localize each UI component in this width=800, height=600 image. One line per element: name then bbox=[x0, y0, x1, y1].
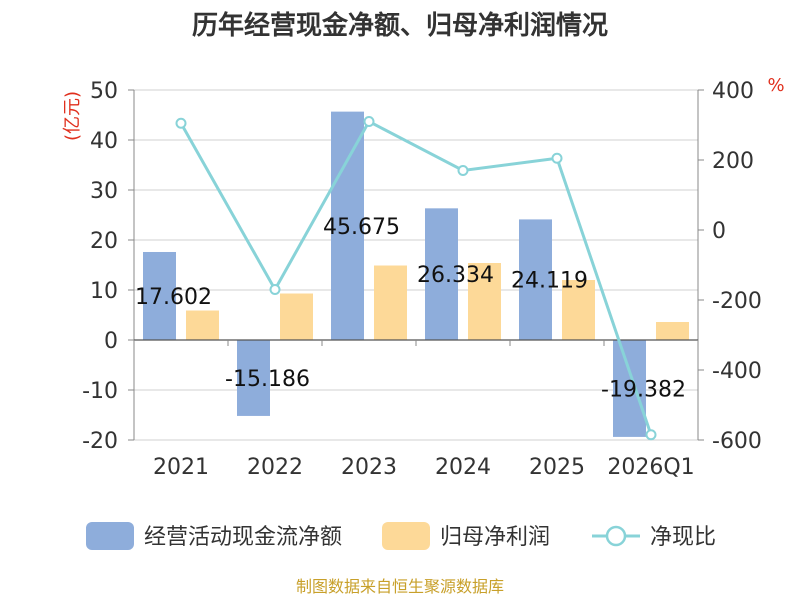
legend: 经营活动现金流净额 归母净利润 净现比 bbox=[86, 522, 716, 550]
ratio-point bbox=[269, 284, 281, 295]
cashflow-data-label: 26.334 bbox=[417, 263, 494, 288]
y-right-tick-label: 0 bbox=[712, 219, 726, 244]
y-left-tick-label: 50 bbox=[90, 79, 118, 104]
legend-label: 经营活动现金流净额 bbox=[144, 525, 342, 550]
right-axis-unit: % bbox=[767, 75, 784, 96]
cashflow-bar bbox=[143, 251, 176, 340]
net-profit-bar bbox=[562, 280, 595, 340]
cashflow-bar bbox=[331, 111, 364, 340]
ratio-point bbox=[363, 116, 375, 127]
legend-label: 归母净利润 bbox=[440, 525, 550, 550]
cashflow-data-label: -15.186 bbox=[225, 367, 310, 392]
ratio-line-group bbox=[175, 116, 657, 441]
data-labels-group: 17.602 -15.186 45.675 26.334 24.119 -19.382 bbox=[135, 215, 686, 403]
bars-group bbox=[143, 111, 689, 437]
y-left-tick-label: -10 bbox=[82, 379, 118, 404]
legend-swatch-ratio-marker bbox=[605, 525, 627, 547]
x-tick-label: 2021 bbox=[153, 455, 209, 480]
y-left-tick-label: -20 bbox=[82, 429, 118, 454]
x-tick-label: 2024 bbox=[435, 455, 491, 480]
net-profit-bar bbox=[468, 263, 501, 340]
source-note: 制图数据来自恒生聚源数据库 bbox=[296, 577, 504, 596]
cashflow-data-label: 45.675 bbox=[323, 215, 400, 240]
y-right-tick-label: 400 bbox=[712, 79, 754, 104]
ratio-point bbox=[551, 152, 563, 164]
cashflow-bar bbox=[237, 340, 270, 416]
y-right-tick-label: -200 bbox=[712, 289, 762, 314]
y-right-tick-label: 200 bbox=[712, 149, 754, 174]
x-tick-label: 2022 bbox=[247, 455, 303, 480]
y-left-tick-label: 0 bbox=[104, 329, 118, 354]
net-profit-bar bbox=[280, 293, 313, 340]
cashflow-data-label: 17.602 bbox=[135, 285, 212, 310]
ratio-point bbox=[645, 429, 657, 441]
net-profit-bar bbox=[656, 322, 689, 340]
left-axis-unit: (亿元) bbox=[62, 91, 83, 141]
y-right-tick-label: -400 bbox=[712, 359, 762, 384]
ratio-point bbox=[175, 117, 187, 129]
cashflow-bar bbox=[613, 340, 646, 437]
y-left-tick-label: 40 bbox=[90, 129, 118, 154]
y-left-tick-label: 10 bbox=[90, 279, 118, 304]
net-profit-bar bbox=[186, 310, 219, 340]
y-right-tick-label: -600 bbox=[712, 429, 762, 454]
ratio-line bbox=[179, 119, 653, 436]
cashflow-bar bbox=[425, 208, 458, 340]
cashflow-bar bbox=[519, 219, 552, 340]
net-profit-bar bbox=[374, 265, 407, 340]
y-left-tick-label: 20 bbox=[90, 229, 118, 254]
tick-labels-group: 50 40 30 20 10 0 -10 -20 400 200 0 -200 -400 -600 2021… bbox=[82, 79, 762, 480]
chart-title: 历年经营现金净额、归母净利润情况 bbox=[192, 10, 608, 41]
cashflow-data-label: 24.119 bbox=[511, 269, 588, 294]
x-tick-label: 2026Q1 bbox=[607, 455, 694, 480]
y-left-tick-label: 30 bbox=[90, 179, 118, 204]
x-tick-label: 2023 bbox=[341, 455, 397, 480]
x-tick-label: 2025 bbox=[529, 455, 585, 480]
cashflow-data-label: -19.382 bbox=[601, 377, 686, 402]
legend-label: 净现比 bbox=[650, 525, 716, 550]
ratio-point bbox=[457, 165, 469, 176]
axes bbox=[128, 89, 704, 441]
legend-swatch-cashflow bbox=[86, 522, 134, 550]
legend-swatch-profit bbox=[382, 522, 430, 550]
